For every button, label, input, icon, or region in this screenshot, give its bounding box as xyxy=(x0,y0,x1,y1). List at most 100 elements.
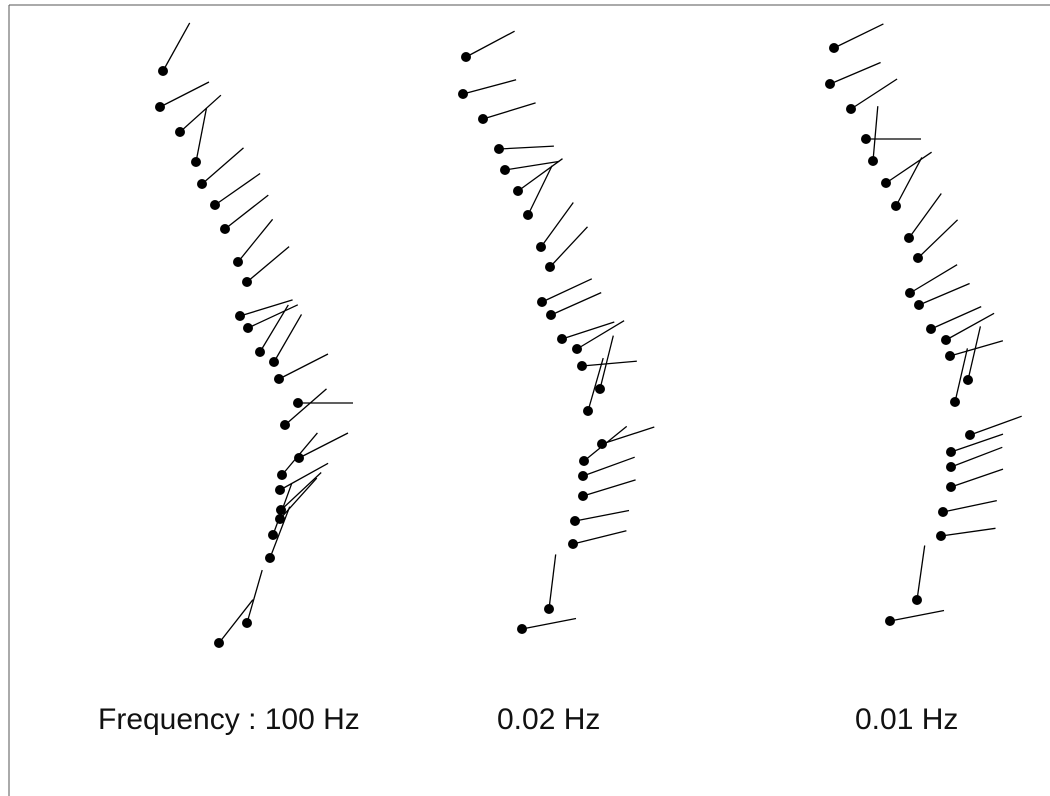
marker-dot xyxy=(861,134,871,144)
marker-stick xyxy=(916,545,926,601)
marker-stick xyxy=(273,314,303,363)
marker-dot xyxy=(458,89,468,99)
marker-stick xyxy=(574,509,630,522)
marker-stick xyxy=(278,353,329,380)
marker-stick xyxy=(279,462,329,491)
panel-0-01hz xyxy=(825,23,1022,626)
marker-dot xyxy=(597,439,607,449)
marker-stick xyxy=(214,172,261,206)
marker-stick xyxy=(462,79,517,95)
marker-stick xyxy=(583,425,628,462)
marker-stick xyxy=(895,157,923,207)
caption-100hz: Frequency : 100 Hz xyxy=(98,703,360,736)
marker-dot xyxy=(914,300,924,310)
marker-dot xyxy=(513,186,523,196)
marker-stick xyxy=(572,530,627,545)
marker-stick xyxy=(284,388,327,426)
marker-dot xyxy=(536,242,546,252)
marker-dot xyxy=(578,471,588,481)
marker-dot xyxy=(293,398,303,408)
marker-dot xyxy=(268,530,278,540)
marker-stick xyxy=(872,106,879,162)
marker-stick xyxy=(246,246,290,283)
marker-dot xyxy=(595,384,605,394)
marker-stick xyxy=(950,468,1004,488)
marker-stick xyxy=(942,499,997,513)
marker-dot xyxy=(242,618,252,628)
marker-stick xyxy=(581,360,637,367)
marker-dot xyxy=(158,66,168,76)
marker-dot xyxy=(294,453,304,463)
marker-dot xyxy=(577,361,587,371)
marker-stick xyxy=(917,219,959,259)
marker-stick xyxy=(517,158,563,192)
marker-stick xyxy=(945,312,995,341)
marker-dot xyxy=(891,201,901,211)
marker-stick xyxy=(272,483,293,536)
marker-stick xyxy=(885,151,932,184)
marker-dot xyxy=(155,102,165,112)
marker-stick xyxy=(582,456,635,477)
marker-dot xyxy=(537,297,547,307)
marker-stick xyxy=(582,479,636,497)
marker-stick xyxy=(247,304,299,329)
marker-stick xyxy=(281,432,318,476)
marker-stick xyxy=(908,193,942,239)
marker-dot xyxy=(938,507,948,517)
marker-stick xyxy=(162,22,191,72)
marker-stick xyxy=(269,506,291,559)
marker-dot xyxy=(517,624,527,634)
marker-dot xyxy=(243,323,253,333)
marker-stick xyxy=(239,299,293,317)
marker-dot xyxy=(946,447,956,457)
marker-dot xyxy=(274,374,284,384)
marker-dot xyxy=(570,516,580,526)
marker-dot xyxy=(191,157,201,167)
marker-dot xyxy=(572,344,582,354)
marker-dot xyxy=(965,430,975,440)
panel-0-02hz xyxy=(458,30,655,634)
marker-dot xyxy=(583,406,593,416)
marker-dot xyxy=(936,531,946,541)
marker-stick xyxy=(279,477,318,520)
marker-stick xyxy=(159,81,210,108)
marker-dot xyxy=(478,114,488,124)
marker-stick xyxy=(918,282,970,306)
marker-dot xyxy=(275,485,285,495)
marker-stick xyxy=(195,107,208,163)
marker-dot xyxy=(175,127,185,137)
marker-stick xyxy=(601,426,655,445)
marker-dot xyxy=(945,351,955,361)
marker-dot xyxy=(578,491,588,501)
caption-0-02hz: 0.02 Hz xyxy=(497,703,601,736)
marker-dot xyxy=(913,253,923,263)
panel-100hz xyxy=(155,22,353,648)
marker-stick xyxy=(833,23,884,49)
marker-dot xyxy=(579,456,589,466)
marker-stick xyxy=(850,78,898,110)
marker-stick xyxy=(829,61,881,85)
marker-stick xyxy=(540,202,574,248)
marker-dot xyxy=(941,335,951,345)
marker-stick xyxy=(527,165,553,216)
marker-stick xyxy=(548,554,557,610)
marker-dot xyxy=(545,262,555,272)
marker-dot xyxy=(904,233,914,243)
marker-stick xyxy=(576,320,625,350)
marker-dot xyxy=(277,470,287,480)
marker-dot xyxy=(233,257,243,267)
marker-stick xyxy=(561,321,615,340)
marker-dot xyxy=(885,616,895,626)
marker-dot xyxy=(825,79,835,89)
marker-stick xyxy=(909,264,958,294)
marker-stick xyxy=(521,617,577,630)
marker-stick xyxy=(498,145,554,150)
marker-stick xyxy=(179,94,222,133)
marker-stick xyxy=(930,306,982,330)
marker-stick xyxy=(482,102,536,120)
marker-dot xyxy=(881,178,891,188)
marker-stick xyxy=(201,147,244,185)
marker-dot xyxy=(946,462,956,472)
